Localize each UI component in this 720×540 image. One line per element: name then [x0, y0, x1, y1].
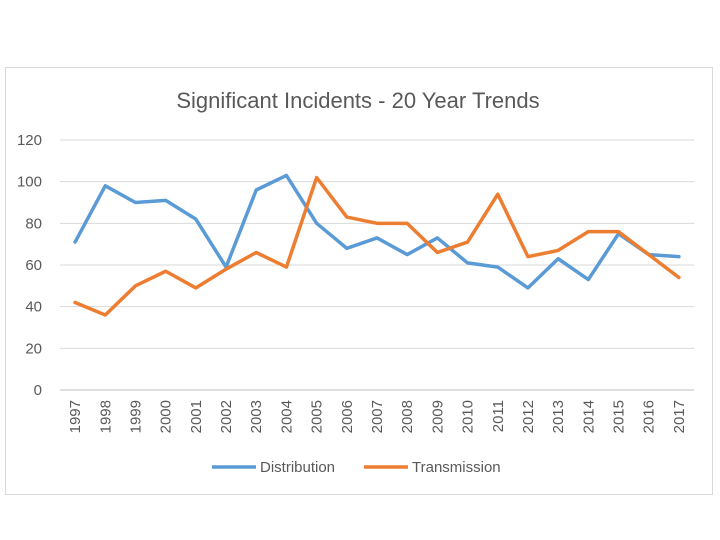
x-tick-label: 2001	[188, 400, 205, 433]
y-tick-label: 120	[17, 132, 42, 149]
y-tick-label: 20	[25, 340, 42, 357]
y-tick-label: 80	[25, 215, 42, 232]
x-axis-ticks: 1997 1998 1999 2000 2001 2002 2003 2004 2005 2006…	[67, 400, 688, 433]
legend-item-transmission: Transmission	[364, 459, 501, 476]
y-tick-label: 0	[34, 382, 42, 399]
x-tick-label: 2005	[309, 400, 326, 433]
x-tick-label: 2004	[278, 400, 295, 433]
y-tick-label: 60	[25, 257, 42, 274]
x-tick-label: 2007	[369, 400, 386, 433]
x-tick-label: 2012	[520, 400, 537, 433]
x-tick-label: 2006	[339, 400, 356, 433]
x-tick-label: 2010	[460, 400, 477, 433]
legend-item-distribution: Distribution	[212, 459, 335, 476]
x-tick-label: 1998	[97, 400, 114, 433]
x-tick-label: 2014	[580, 400, 597, 433]
legend-label: Distribution	[260, 459, 335, 476]
x-tick-label: 2017	[671, 400, 688, 433]
y-tick-label: 40	[25, 299, 42, 316]
y-tick-label: 100	[17, 174, 42, 191]
legend-label: Transmission	[412, 459, 501, 476]
x-tick-label: 2015	[611, 400, 628, 433]
x-tick-label: 2016	[641, 400, 658, 433]
x-tick-label: 2002	[218, 400, 235, 433]
series-lines	[73, 173, 681, 317]
x-tick-label: 1997	[67, 400, 84, 433]
series-line-distribution	[73, 173, 681, 290]
x-tick-label: 2013	[550, 400, 567, 433]
x-tick-label: 2003	[248, 400, 265, 433]
legend: Distribution Transmission	[212, 459, 501, 476]
chart-frame	[5, 67, 713, 495]
y-axis-ticks: 0 20 40 60 80 100 120	[17, 132, 42, 399]
x-tick-label: 2009	[429, 400, 446, 433]
x-tick-label: 1999	[127, 400, 144, 433]
series-line-transmission	[73, 175, 681, 317]
x-tick-label: 2011	[490, 400, 507, 432]
chart-title: Significant Incidents - 20 Year Trends	[176, 88, 539, 113]
x-tick-label: 2000	[158, 400, 175, 433]
x-tick-label: 2008	[399, 400, 416, 433]
